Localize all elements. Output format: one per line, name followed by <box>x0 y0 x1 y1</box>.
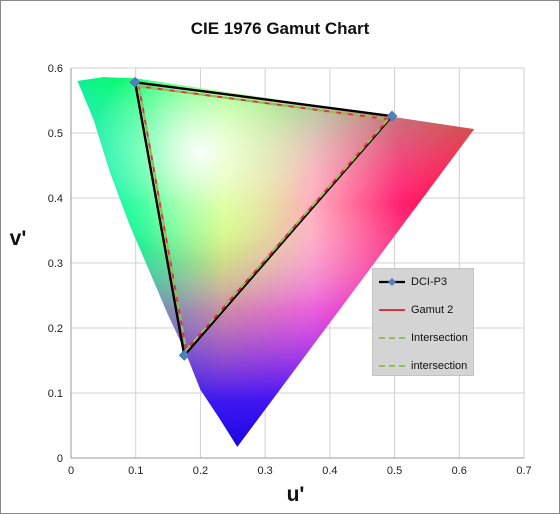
legend-item: Intersection <box>379 331 468 345</box>
x-tick-label: 0.7 <box>516 465 531 477</box>
legend-item: intersection <box>379 359 467 373</box>
x-tick-label: 0.2 <box>193 465 208 477</box>
legend-item: Gamut 2 <box>379 303 453 317</box>
legend: DCI-P3 Gamut 2 Intersection intersection <box>372 268 474 376</box>
legend-swatch <box>379 278 405 286</box>
x-tick-label: 0.3 <box>257 465 272 477</box>
series-line <box>137 85 391 353</box>
x-tick-label: 0.6 <box>452 465 467 477</box>
y-tick-label: 0.1 <box>48 388 63 400</box>
chart-title: CIE 1976 Gamut Chart <box>190 19 370 38</box>
series-intersection <box>137 85 391 353</box>
y-tick-label: 0.6 <box>48 63 63 75</box>
legend-item: DCI-P3 <box>379 275 447 289</box>
x-tick-label: 0.1 <box>128 465 143 477</box>
legend-label: Intersection <box>411 332 468 344</box>
legend-label: Gamut 2 <box>411 304 454 316</box>
legend-swatch <box>379 337 405 339</box>
y-tick-label: 0.2 <box>48 323 63 335</box>
legend-label: intersection <box>411 360 468 372</box>
data-marker <box>178 349 190 361</box>
y-tick-label: 0.3 <box>48 258 63 270</box>
y-tick-label: 0 <box>57 453 63 465</box>
x-tick-label: 0 <box>68 465 74 477</box>
legend-swatch <box>379 309 405 311</box>
y-axis-title: v' <box>10 227 27 250</box>
legend-label: DCI-P3 <box>411 276 448 288</box>
x-tick-label: 0.5 <box>387 465 402 477</box>
data-marker <box>129 76 141 88</box>
y-tick-label: 0.5 <box>48 128 63 140</box>
y-tick-label: 0.4 <box>48 193 63 205</box>
legend-swatch <box>379 365 405 367</box>
x-axis-title: u' <box>287 483 305 506</box>
x-tick-label: 0.4 <box>322 465 337 477</box>
series-line <box>133 81 395 358</box>
